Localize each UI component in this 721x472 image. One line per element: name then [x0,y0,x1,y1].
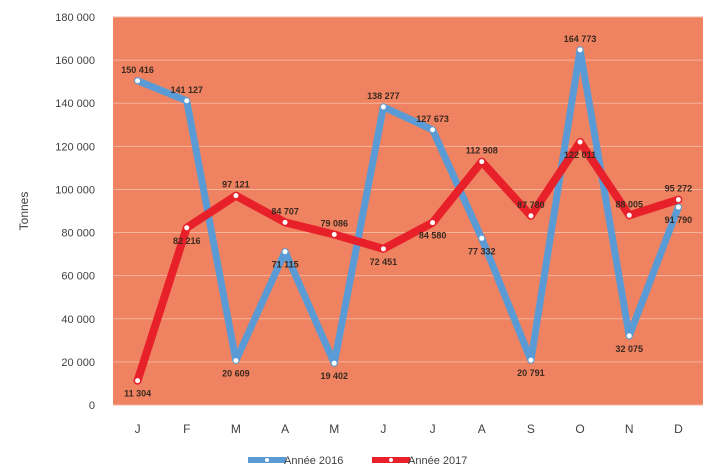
data-point [674,196,682,204]
y-tick-label: 100 000 [55,184,95,196]
data-label: 79 086 [320,219,348,229]
data-label: 97 121 [222,180,250,190]
data-label: 164 773 [564,34,597,44]
x-tick-label: F [183,422,190,436]
data-point [183,97,191,105]
data-point [576,138,584,146]
y-tick-label: 20 000 [61,357,95,369]
y-tick-label: 0 [89,400,95,412]
data-point [330,231,338,239]
data-label: 84 580 [419,231,447,241]
data-point [625,332,633,340]
data-point [527,212,535,220]
data-label: 77 332 [468,246,496,256]
series-lines [133,46,683,385]
y-tick-label: 180 000 [55,12,95,24]
data-point [429,219,437,227]
data-label: 88 005 [615,199,643,209]
x-tick-label: A [281,422,289,436]
data-point [134,77,142,85]
x-tick-label: A [478,422,486,436]
legend: Année 2016 Année 2017 [248,455,467,467]
data-label: 141 127 [170,85,203,95]
data-label: 19 402 [320,371,348,381]
legend-label: Année 2016 [284,455,343,467]
data-point [527,356,535,364]
y-axis-ticks: 0 20 000 40 000 60 000 80 000 100 000 120 000 1… [55,12,95,412]
legend-marker [264,457,270,463]
gridlines [113,16,703,406]
series-line-2 [133,137,683,385]
data-label: 32 075 [615,344,643,354]
data-label: 20 609 [222,369,250,379]
y-axis-label: Tonnes [17,192,31,231]
y-tick-label: 80 000 [61,228,95,240]
data-label: 122 011 [564,150,596,160]
data-label: 87 780 [517,200,545,210]
x-tick-label: O [575,422,584,436]
data-labels: 150 416 141 127 20 609 71 115 19 402 138 277 1… [121,34,692,399]
data-label: 82 216 [173,236,201,246]
y-tick-label: 160 000 [55,55,95,67]
y-tick-label: 120 000 [55,141,95,153]
x-tick-label: N [625,422,634,436]
data-point [281,248,289,256]
x-tick-label: M [329,422,339,436]
x-tick-label: J [430,422,436,436]
y-tick-label: 40 000 [61,314,95,326]
data-point [379,245,387,253]
data-label: 150 416 [121,65,154,75]
data-point [232,357,240,365]
data-label: 11 304 [124,389,151,399]
data-label: 72 451 [370,257,398,267]
y-tick-label: 60 000 [61,271,95,283]
data-point [281,218,289,226]
x-tick-label: D [674,422,683,436]
data-label: 95 272 [665,184,693,194]
data-point [576,46,584,54]
data-label: 71 115 [272,260,299,270]
data-point [330,359,338,367]
x-tick-label: M [231,422,241,436]
data-point [478,234,486,242]
data-point [134,377,142,385]
data-point [674,203,682,211]
legend-marker [388,457,394,463]
data-point [232,192,240,200]
data-point [183,224,191,232]
data-point [625,211,633,219]
x-tick-label: S [527,422,535,436]
data-point [379,103,387,111]
y-tick-label: 140 000 [55,98,95,110]
data-label: 84 707 [271,206,299,216]
legend-label: Année 2017 [408,455,467,467]
data-label: 138 277 [367,91,400,101]
x-tick-label: J [380,422,386,436]
data-label: 91 790 [665,215,693,225]
data-label: 112 908 [466,146,498,156]
data-label: 20 791 [517,368,545,378]
x-tick-label: J [135,422,141,436]
data-label: 127 673 [416,114,449,124]
series-line-1 [134,46,682,367]
data-point [429,126,437,134]
data-point [478,158,486,166]
